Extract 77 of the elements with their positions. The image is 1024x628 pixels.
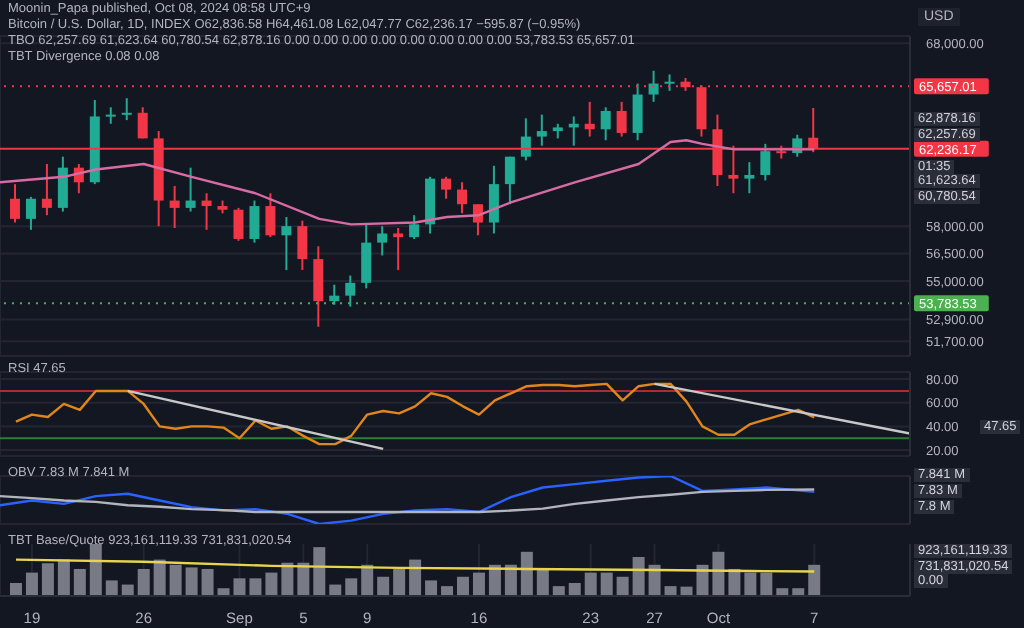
bar <box>536 568 549 596</box>
candlestick <box>313 245 324 328</box>
bar <box>472 572 485 596</box>
candlestick <box>201 192 212 231</box>
candlestick <box>393 227 404 272</box>
bar <box>377 576 390 596</box>
bar <box>73 568 86 596</box>
bar <box>425 580 438 596</box>
candlestick <box>121 97 132 122</box>
candlestick <box>297 219 308 272</box>
candlestick <box>345 274 356 308</box>
bar <box>616 576 629 596</box>
candlestick <box>377 225 388 257</box>
bar <box>744 572 757 596</box>
bar <box>760 572 773 596</box>
candlestick <box>137 106 148 140</box>
candlestick <box>57 155 68 213</box>
candlestick <box>425 175 436 235</box>
bar <box>664 586 677 596</box>
candlestick <box>584 100 595 138</box>
bar <box>265 572 278 596</box>
candlestick <box>329 283 340 306</box>
candlestick <box>728 144 739 195</box>
candlestick <box>520 117 531 162</box>
bar <box>632 557 645 596</box>
line-series <box>14 382 816 446</box>
bar <box>25 572 38 596</box>
bar <box>57 559 70 596</box>
bar <box>552 586 565 596</box>
bar <box>504 564 517 596</box>
bar <box>808 564 821 596</box>
candlestick <box>488 164 499 235</box>
candlestick <box>361 223 372 290</box>
candlestick <box>265 192 276 239</box>
bar <box>712 551 725 596</box>
bar <box>89 544 102 596</box>
bar <box>249 578 262 596</box>
bar <box>648 564 661 596</box>
bar <box>9 583 22 596</box>
candlestick <box>233 206 244 242</box>
candlestick <box>169 184 180 229</box>
candlestick <box>648 69 659 103</box>
bar <box>313 547 326 596</box>
bar <box>457 576 469 596</box>
candlestick <box>281 216 292 272</box>
candlestick <box>9 183 20 224</box>
candlestick <box>600 106 611 142</box>
bar <box>520 551 533 596</box>
bar <box>153 559 166 596</box>
candlestick <box>409 214 420 240</box>
candlestick <box>185 166 196 213</box>
bar <box>409 559 422 596</box>
bar <box>41 563 54 596</box>
candlestick <box>441 175 452 200</box>
bar <box>584 572 597 596</box>
candlestick <box>744 161 755 195</box>
bar <box>185 567 198 596</box>
bar <box>345 578 358 596</box>
candlestick <box>632 82 643 142</box>
bar <box>281 562 294 596</box>
bar <box>600 572 613 596</box>
bar <box>393 568 406 596</box>
candlestick <box>616 100 627 138</box>
candlestick <box>457 181 467 215</box>
bar <box>568 583 581 596</box>
bar <box>201 568 214 596</box>
bar <box>105 580 118 596</box>
bar <box>169 564 182 596</box>
bar <box>137 568 150 596</box>
candlestick <box>760 142 771 182</box>
candlestick <box>25 195 36 231</box>
candlestick <box>41 163 52 217</box>
candlestick <box>249 199 260 244</box>
candlestick <box>536 113 547 147</box>
bar <box>441 586 454 596</box>
candlestick <box>504 155 515 206</box>
candlestick <box>105 106 116 125</box>
